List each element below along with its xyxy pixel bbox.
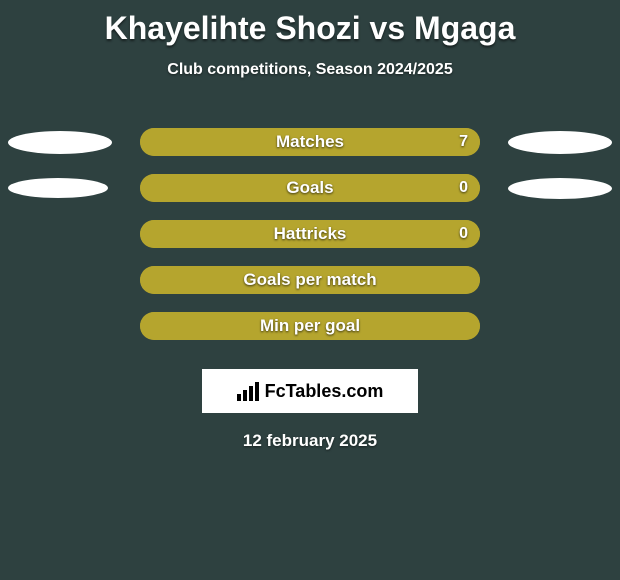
bar-track: Goals per match bbox=[140, 266, 480, 294]
bar-value: 7 bbox=[459, 128, 468, 156]
logo-label: FcTables.com bbox=[265, 381, 384, 402]
bar-label: Goals per match bbox=[140, 266, 480, 294]
bar-track: Matches7 bbox=[140, 128, 480, 156]
bar-label: Hattricks bbox=[140, 220, 480, 248]
subtitle: Club competitions, Season 2024/2025 bbox=[0, 61, 620, 79]
chart-row: Min per goal bbox=[0, 303, 620, 349]
chart-row: Matches7 bbox=[0, 119, 620, 165]
bar-value: 0 bbox=[459, 220, 468, 248]
page-title: Khayelihte Shozi vs Mgaga bbox=[0, 0, 620, 47]
chart-row: Goals0 bbox=[0, 165, 620, 211]
logo: FcTables.com bbox=[237, 381, 384, 402]
left-ellipse-icon bbox=[8, 131, 112, 154]
right-ellipse-icon bbox=[508, 131, 612, 154]
bar-track: Goals0 bbox=[140, 174, 480, 202]
container: Khayelihte Shozi vs Mgaga Club competiti… bbox=[0, 0, 620, 580]
chart-icon bbox=[237, 382, 259, 401]
comparison-chart: Matches7Goals0Hattricks0Goals per matchM… bbox=[0, 119, 620, 349]
right-ellipse-icon bbox=[508, 178, 612, 199]
bar-track: Hattricks0 bbox=[140, 220, 480, 248]
chart-row: Goals per match bbox=[0, 257, 620, 303]
logo-box: FcTables.com bbox=[202, 369, 418, 413]
bar-value: 0 bbox=[459, 174, 468, 202]
left-ellipse-icon bbox=[8, 178, 108, 198]
date-label: 12 february 2025 bbox=[0, 431, 620, 451]
bar-label: Matches bbox=[140, 128, 480, 156]
chart-row: Hattricks0 bbox=[0, 211, 620, 257]
bar-label: Min per goal bbox=[140, 312, 480, 340]
bar-label: Goals bbox=[140, 174, 480, 202]
bar-track: Min per goal bbox=[140, 312, 480, 340]
